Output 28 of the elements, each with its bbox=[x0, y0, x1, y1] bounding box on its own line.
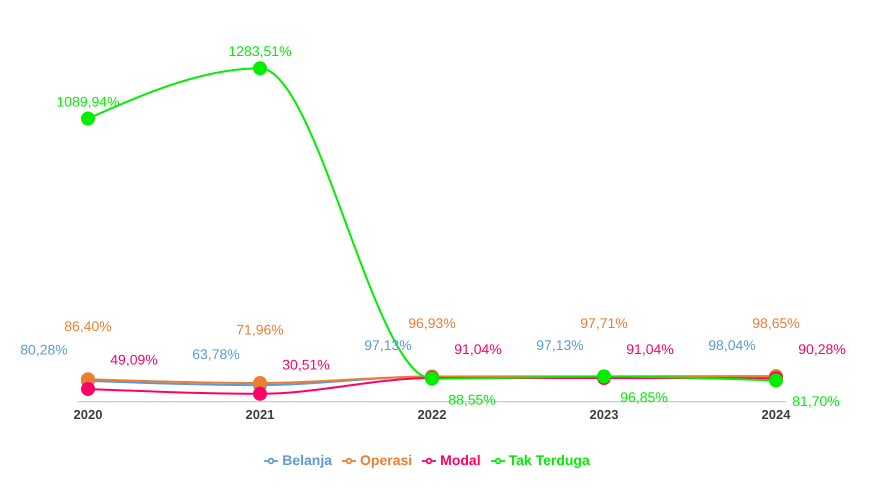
legend-label: Operasi bbox=[360, 452, 412, 468]
data-label: 1089,94% bbox=[56, 93, 120, 110]
data-label: 98,65% bbox=[752, 314, 800, 331]
data-label: 30,51% bbox=[282, 356, 330, 372]
data-label: 49,09% bbox=[110, 352, 158, 368]
data-label: 96,85% bbox=[620, 389, 668, 406]
data-label: 63,78% bbox=[192, 346, 240, 362]
data-label: 1283,51% bbox=[228, 42, 292, 59]
data-label: 96,93% bbox=[408, 315, 456, 332]
legend-label: Modal bbox=[440, 452, 481, 468]
x-tick-label: 2022 bbox=[418, 406, 446, 422]
data-label: 88,55% bbox=[448, 391, 496, 408]
data-label: 91,04% bbox=[454, 340, 502, 357]
data-label: 71,96% bbox=[236, 322, 284, 338]
legend-label: Tak Terduga bbox=[508, 452, 590, 468]
x-tick-label: 2021 bbox=[246, 406, 274, 422]
data-label: 98,04% bbox=[708, 336, 756, 353]
data-label: 97,71% bbox=[580, 315, 628, 332]
legend-label: Belanja bbox=[282, 452, 332, 468]
data-label: 86,40% bbox=[64, 318, 112, 334]
x-tick-label: 2023 bbox=[590, 406, 618, 422]
data-label: 90,28% bbox=[798, 340, 846, 357]
data-label: 97,13% bbox=[536, 337, 584, 354]
x-tick-label: 2020 bbox=[74, 406, 102, 422]
data-label: 91,04% bbox=[626, 340, 674, 357]
x-tick-label: 2024 bbox=[762, 406, 792, 422]
data-label: 80,28% bbox=[20, 342, 68, 358]
data-label: 81,70% bbox=[792, 393, 840, 410]
